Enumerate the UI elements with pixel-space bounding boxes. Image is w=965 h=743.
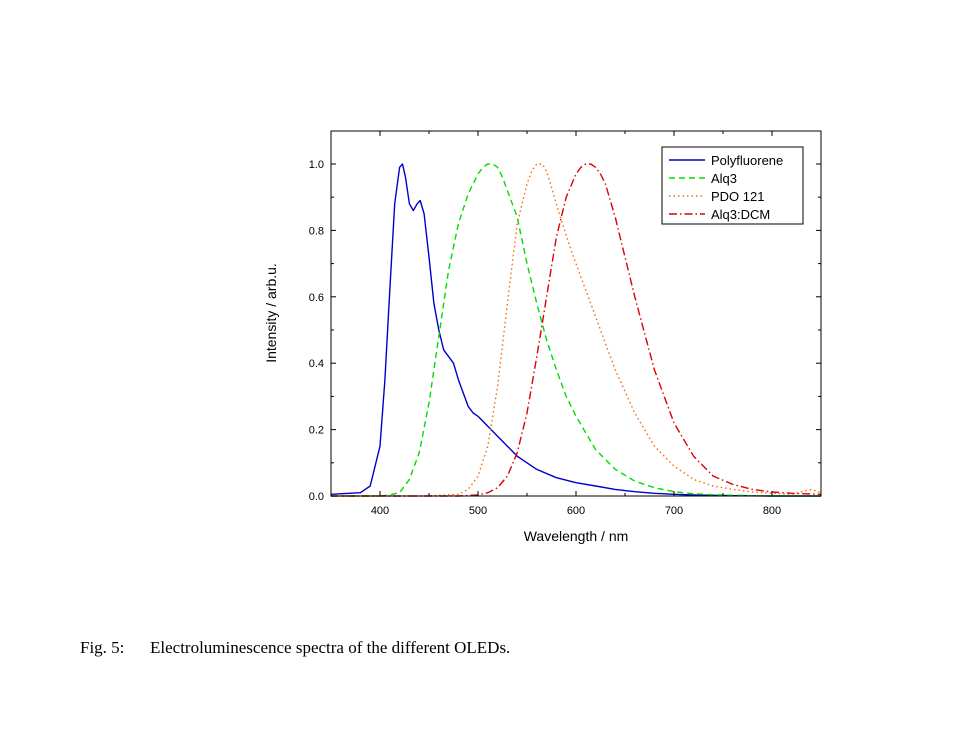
- y-tick-label-3: 0.6: [309, 292, 324, 304]
- x-tick-label-1: 500: [469, 505, 487, 517]
- y-tick-label-1: 0.2: [309, 425, 324, 437]
- x-tick-label-3: 700: [665, 505, 683, 517]
- series-line-1: [331, 163, 821, 497]
- axis-tick-labels: 400 500 600 700 800 0.0 0.2 0.4 0.6 0.8 1.0: [309, 159, 781, 517]
- figure-caption: Fig. 5: Electroluminescence spectra of th…: [80, 638, 510, 658]
- y-tick-label-0: 0.0: [309, 491, 324, 503]
- y-tick-label-2: 0.4: [309, 358, 324, 370]
- legend-label-1: Alq3: [711, 171, 737, 186]
- plot-lines: [330, 163, 822, 497]
- x-tick-label-2: 600: [567, 505, 585, 517]
- caption-label: Fig. 5:: [80, 638, 125, 657]
- legend: Polyfluorene Alq3 PDO 121 Alq3:DCM: [661, 146, 804, 225]
- legend-label-3: Alq3:DCM: [711, 207, 770, 222]
- series-line-2: [331, 163, 822, 497]
- legend-label-0: Polyfluorene: [711, 153, 783, 168]
- caption-text: Electroluminescence spectra of the diffe…: [150, 638, 511, 657]
- axis-ticks: [331, 131, 821, 497]
- x-tick-label-4: 800: [763, 505, 781, 517]
- y-axis-label: Intensity / arb.u.: [263, 263, 279, 363]
- x-tick-label-0: 400: [371, 505, 389, 517]
- x-axis-label: Wavelength / nm: [524, 528, 629, 544]
- series-line-3: [331, 163, 822, 497]
- y-tick-label-4: 0.8: [309, 225, 324, 237]
- spectra-chart: 400 500 600 700 800 0.0 0.2 0.4 0.6 0.8 1.0 Wavele…: [263, 130, 822, 544]
- series-line-0: [330, 163, 821, 497]
- y-tick-label-5: 1.0: [309, 159, 324, 171]
- legend-label-2: PDO 121: [711, 189, 764, 204]
